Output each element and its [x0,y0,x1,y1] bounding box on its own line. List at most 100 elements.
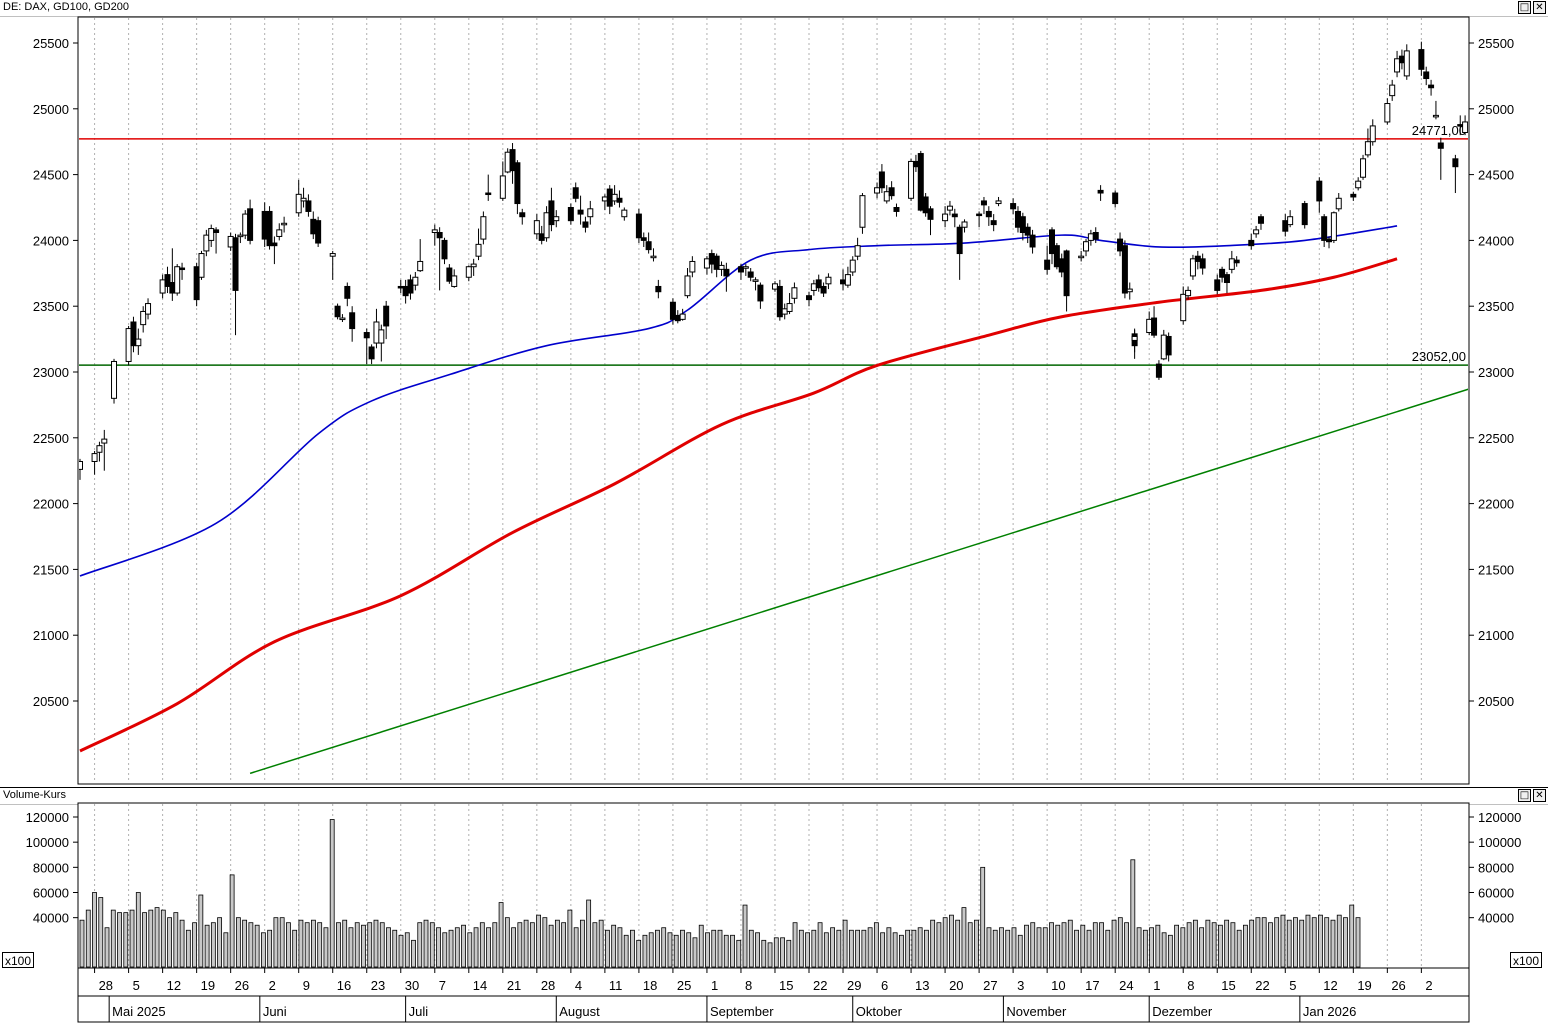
candle [130,316,137,353]
volume-bar [1330,919,1336,968]
volume-bar [661,927,667,968]
y-tick-label-left: 24500 [33,168,69,183]
date-tick-label: 1 [1153,978,1160,993]
candle-body [543,212,550,239]
candle-body [1428,84,1435,89]
volume-bar [210,922,216,968]
y-tick-label-left: 24000 [33,233,69,248]
volume-bar [705,932,710,968]
date-tick-label: 15 [1221,978,1235,993]
candle-body [684,275,691,297]
volume-bar [267,929,273,968]
candle-body [232,237,239,291]
candle [1214,274,1221,295]
volume-bar [1199,927,1205,968]
candles [79,41,1468,480]
candle-body [1053,245,1060,268]
volume-bar [817,922,823,968]
candle-body [373,321,380,344]
volume-bar [949,914,954,968]
candle-body [504,151,511,173]
candle-body [1287,216,1294,226]
candle-body [961,221,968,228]
candle-body [363,332,370,339]
candle-body [893,207,900,212]
candle [1316,177,1323,213]
candle [91,450,98,475]
candle-body [1189,258,1196,277]
candle-body [820,285,827,294]
volume-bar [342,919,348,968]
volume-bar [880,932,886,968]
candle [1180,286,1187,325]
candle-body [577,209,584,215]
volume-bar [504,917,510,968]
volume-bar [304,922,310,968]
volume-bar [986,927,992,968]
volume-tick-label-right: 100000 [1478,835,1521,850]
volume-bar [936,922,942,968]
candle-body [951,213,958,218]
moving-averages [79,225,1398,753]
volume-bar [1067,919,1073,968]
volume-bar [698,924,704,968]
volume-bar [1192,919,1198,968]
candle-body [781,308,788,315]
candle [956,224,963,280]
candle-body [1364,141,1371,156]
candle-body [436,232,443,239]
candle [791,282,798,304]
restore-icon[interactable]: □ [1518,789,1531,802]
candle-body [159,279,166,294]
candle [1437,137,1444,180]
month-label: Oktober [856,1004,903,1019]
volume-bars [79,819,1361,968]
candle-body [825,276,832,285]
volume-unit-left: x100 [2,952,35,968]
candle-body [499,175,506,199]
candle [247,199,254,245]
volume-bar [486,927,491,968]
volume-bar [461,924,466,968]
candle-body [956,226,963,255]
volume-bar [611,924,617,968]
candle [1321,214,1328,247]
volume-bar [386,927,391,968]
candle-body [431,229,438,234]
candle [465,265,472,282]
candle [1330,211,1337,244]
volume-bar [761,939,767,968]
volume-bar [867,927,873,968]
candle-body [1394,58,1401,73]
date-tick-label: 24 [1119,978,1133,993]
close-icon[interactable]: ✕ [1533,789,1546,802]
volume-bar [561,922,567,968]
volume-bar [511,927,516,968]
date-tick-label: 14 [473,978,487,993]
candle [1257,214,1264,230]
candle [908,158,915,201]
volume-tick-label-left: 60000 [33,886,69,901]
candle [339,314,346,322]
candle [572,182,579,203]
candle [616,190,623,208]
volume-tick-label-right: 80000 [1478,860,1514,875]
volume-bar [836,929,842,968]
candle-body [912,160,919,168]
volume-title: Volume-Kurs [3,789,66,801]
volume-bar [1217,924,1223,968]
volume-bar [529,922,535,968]
candle [111,358,118,404]
close-icon[interactable]: ✕ [1533,1,1546,14]
date-tick-label: 20 [949,978,963,993]
volume-bar [1186,922,1192,968]
volume-bar [1299,919,1305,968]
date-tick-label: 18 [643,978,657,993]
restore-icon[interactable]: □ [1518,1,1531,14]
volume-bar [1149,927,1154,968]
date-tick-label: 16 [337,978,351,993]
volume-bar [248,922,254,968]
volume-bar [423,919,429,968]
candle [669,298,676,325]
volume-bar [1086,929,1092,968]
